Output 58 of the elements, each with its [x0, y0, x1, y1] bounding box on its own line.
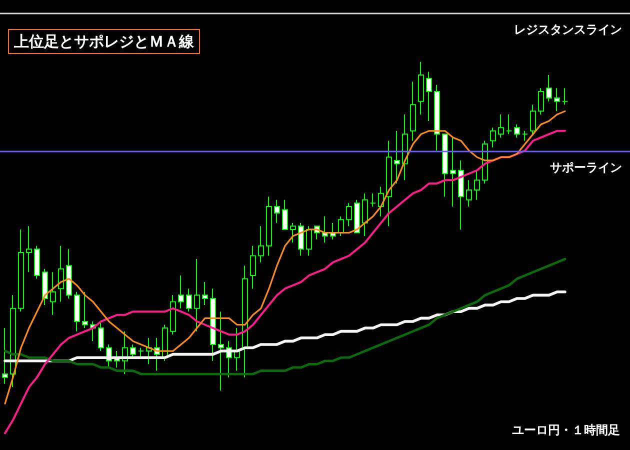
candlestick: [34, 245, 40, 280]
candlestick: [186, 288, 192, 312]
candlestick: [250, 245, 256, 290]
candlestick: [474, 170, 480, 200]
candlestick: [18, 228, 24, 312]
candlestick: [130, 344, 136, 358]
candlestick: [442, 134, 448, 198]
candlestick: [242, 265, 248, 378]
candlestick: [346, 202, 352, 227]
candlestick: [322, 216, 328, 244]
candlestick: [450, 136, 456, 207]
candlestick: [26, 226, 32, 273]
candlestick: [306, 226, 312, 256]
candlestick: [522, 130, 528, 142]
ref-line-label: レジスタンスライン: [514, 22, 622, 36]
candlestick: [530, 104, 536, 135]
candlestick: [58, 245, 64, 302]
candlestick: [562, 88, 568, 106]
chart-title: 上位足とサポレジとＭＡ線: [13, 32, 195, 50]
candlestick: [194, 258, 200, 332]
candlestick: [234, 328, 240, 372]
candlestick: [434, 84, 440, 152]
candlestick: [538, 88, 544, 115]
candlestick: [546, 74, 552, 102]
candlestick: [362, 192, 368, 237]
candlestick: [490, 127, 496, 148]
candlestick: [98, 320, 104, 352]
candlestick: [354, 199, 360, 234]
candlestick: [458, 160, 464, 230]
candlestick: [386, 140, 392, 227]
candlestick: [514, 124, 520, 138]
candlestick: [410, 81, 416, 142]
candlestick: [50, 272, 56, 316]
candlestick: [82, 291, 88, 329]
candlestick: [170, 294, 176, 336]
candlestick: [370, 192, 376, 207]
candlestick: [274, 199, 280, 224]
candlestick: [418, 61, 424, 115]
candlestick: [42, 268, 48, 306]
candlestick: [258, 226, 264, 263]
candlestick: [338, 216, 344, 237]
candlestick: [506, 114, 512, 135]
candlestick: [394, 130, 400, 184]
candlestick: [282, 199, 288, 230]
candlestick: [498, 114, 504, 138]
candlestick: [138, 347, 144, 358]
candlestick: [66, 248, 72, 299]
candlestick: [466, 180, 472, 207]
candlestick: [290, 222, 296, 244]
ref-line-label: サポーライン: [550, 160, 622, 174]
candlestick: [426, 71, 432, 122]
text: ユーロ円・１時間足: [512, 423, 620, 437]
candlestick: [178, 274, 184, 309]
candlestick: [74, 291, 80, 332]
candlestick: [298, 222, 304, 256]
candlestick: [554, 88, 560, 112]
candlestick: [202, 282, 208, 306]
candlestick: [266, 196, 272, 256]
